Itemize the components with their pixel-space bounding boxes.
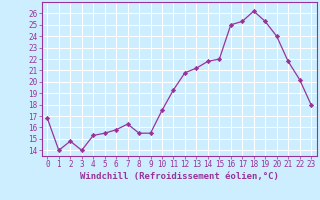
X-axis label: Windchill (Refroidissement éolien,°C): Windchill (Refroidissement éolien,°C) xyxy=(80,172,279,181)
